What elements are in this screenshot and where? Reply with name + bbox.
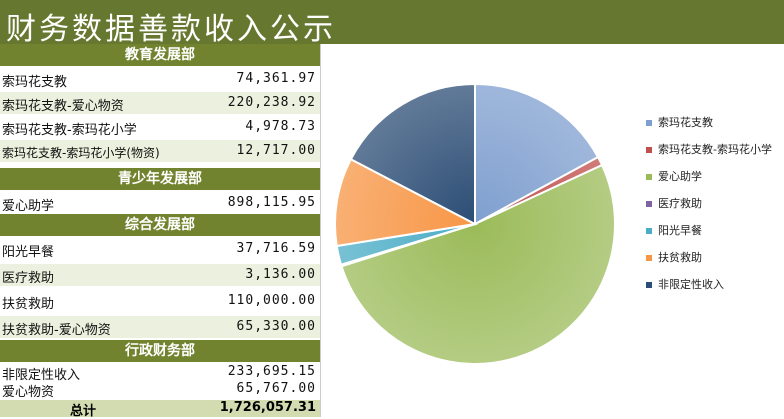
legend-item: 索玛花支教 xyxy=(646,114,713,130)
row-name: 爱心助学 xyxy=(2,199,55,214)
legend-swatch xyxy=(646,282,652,288)
table-row[interactable]: 爱心助学 898,115.95 xyxy=(0,192,320,214)
pie-slice-0 xyxy=(474,82,600,226)
row-value: 65,767.00 xyxy=(236,381,316,396)
title-bar: 财务数据善款收入公示 xyxy=(0,0,784,47)
legend-swatch xyxy=(646,228,652,234)
table-row[interactable]: 索玛花支教-索玛花小学 4,978.73 xyxy=(0,116,320,138)
row-name: 索玛花支教-索玛花小学(物资) xyxy=(2,146,160,160)
legend-swatch xyxy=(646,255,652,261)
row-value: 110,000.00 xyxy=(227,293,316,308)
row-name: 阳光早餐 xyxy=(2,245,55,260)
divider xyxy=(320,44,321,417)
section-header-admin: 行政财务部 xyxy=(0,340,320,362)
pie-slice-5 xyxy=(334,157,479,248)
row-value: 74,361.97 xyxy=(236,71,316,86)
row-name: 医疗救助 xyxy=(2,271,55,286)
legend-label: 非限定性收入 xyxy=(658,278,724,291)
table-row[interactable]: 索玛花支教-索玛花小学(物资) 12,717.00 xyxy=(0,140,320,162)
row-name: 扶贫救助-爱心物资 xyxy=(2,323,111,338)
row-value: 4,978.73 xyxy=(245,119,316,134)
total-value: 1,726,057.31 xyxy=(219,400,316,415)
row-value: 220,238.92 xyxy=(227,95,316,110)
pie-slice-6 xyxy=(349,82,476,226)
section-header-youth: 青少年发展部 xyxy=(0,168,320,190)
section-header-education: 教育发展部 xyxy=(0,44,320,66)
legend-item: 阳光早餐 xyxy=(646,222,702,238)
pie-chart: 索玛花支教索玛花支教-索玛花小学 爱心助学医疗救助阳光早餐扶贫救助非限定性收入 xyxy=(322,44,784,417)
row-name: 索玛花支教-索玛花小学 xyxy=(2,123,137,138)
legend-swatch xyxy=(646,201,652,207)
legend-label: 索玛花支教-索玛花小学 xyxy=(658,143,772,156)
legend-item: 索玛花支教-索玛花小学 xyxy=(646,141,772,157)
legend-swatch xyxy=(646,120,652,126)
legend-label: 索玛花支教 xyxy=(658,116,713,129)
row-name: 扶贫救助 xyxy=(2,297,55,312)
legend-label: 阳光早餐 xyxy=(658,224,702,237)
table-row[interactable]: 扶贫救助-爱心物资 65,330.00 xyxy=(0,316,320,338)
legend-item: 非限定性收入 xyxy=(646,276,724,292)
page-title: 财务数据善款收入公示 xyxy=(6,12,336,47)
section-header-general: 综合发展部 xyxy=(0,214,320,236)
row-name: 爱心物资 xyxy=(2,385,55,400)
table-row[interactable]: 索玛花支教 74,361.97 xyxy=(0,68,320,90)
row-value: 233,695.15 xyxy=(227,364,316,379)
legend-label: 爱心助学 xyxy=(658,170,702,183)
income-table: 教育发展部 索玛花支教 74,361.97 索玛花支教-爱心物资 220,238… xyxy=(0,44,320,419)
table-row[interactable]: 索玛花支教-爱心物资 220,238.92 xyxy=(0,92,320,114)
row-value: 37,716.59 xyxy=(236,241,316,256)
row-value: 65,330.00 xyxy=(236,319,316,334)
table-row[interactable]: 医疗救助 3,136.00 xyxy=(0,264,320,286)
table-row[interactable]: 阳光早餐 37,716.59 xyxy=(0,238,320,260)
row-value: 898,115.95 xyxy=(227,195,316,210)
pie-svg xyxy=(334,82,616,365)
legend-item: 爱心助学 xyxy=(646,168,702,184)
legend-label: 扶贫救助 xyxy=(658,251,702,264)
legend-item: 医疗救助 xyxy=(646,195,702,211)
legend-item: 扶贫救助 xyxy=(646,249,702,265)
total-label: 总计 xyxy=(70,404,97,419)
pie-slice-2 xyxy=(340,163,616,365)
table-row[interactable]: 非限定性收入 233,695.15 xyxy=(0,363,320,383)
table-row[interactable]: 扶贫救助 110,000.00 xyxy=(0,290,320,312)
row-name: 索玛花支教-爱心物资 xyxy=(2,99,124,114)
legend-swatch xyxy=(646,174,652,180)
row-name: 非限定性收入 xyxy=(2,368,81,383)
total-row: 总计 1,726,057.31 xyxy=(0,400,320,419)
legend-swatch xyxy=(646,147,652,153)
row-value: 12,717.00 xyxy=(236,143,316,158)
row-value: 3,136.00 xyxy=(245,267,316,282)
row-name: 索玛花支教 xyxy=(2,75,68,90)
legend-label: 医疗救助 xyxy=(658,197,702,210)
table-row[interactable]: 爱心物资 65,767.00 xyxy=(0,381,320,400)
